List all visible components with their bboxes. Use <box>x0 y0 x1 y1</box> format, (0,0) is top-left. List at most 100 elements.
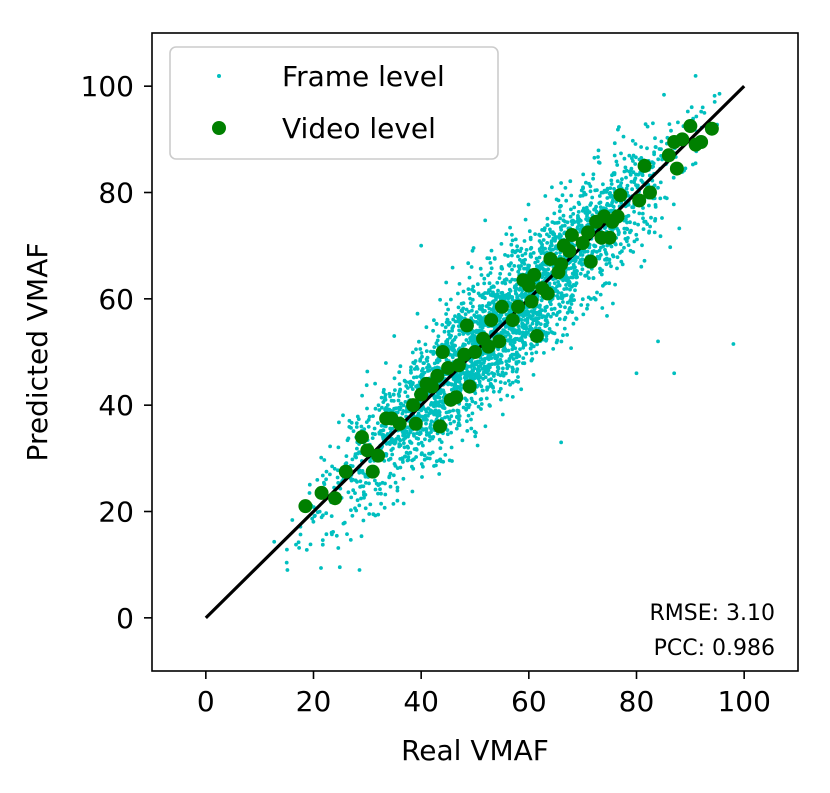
frame-level-point <box>629 179 634 184</box>
frame-level-point <box>530 321 535 326</box>
pcc-annotation: PCC: 0.986 <box>654 636 775 661</box>
frame-level-point <box>640 243 644 248</box>
frame-level-point <box>463 396 467 401</box>
frame-level-point <box>366 424 371 429</box>
frame-level-point <box>562 317 567 322</box>
video-level-point <box>524 294 539 309</box>
frame-level-point <box>313 513 317 518</box>
frame-level-point <box>563 186 568 190</box>
frame-level-point <box>350 513 355 518</box>
frame-level-point <box>471 246 476 250</box>
frame-level-point <box>625 183 630 188</box>
frame-level-point <box>634 155 638 160</box>
frame-level-point <box>427 368 432 373</box>
frame-level-point <box>635 237 639 242</box>
frame-level-point <box>418 430 423 435</box>
frame-level-point <box>480 388 485 393</box>
frame-level-point <box>486 368 491 373</box>
frame-level-point <box>411 466 416 471</box>
frame-level-point <box>631 170 636 175</box>
frame-level-point <box>409 365 413 370</box>
rmse-annotation: RMSE: 3.10 <box>649 601 775 626</box>
frame-level-point <box>402 441 406 445</box>
frame-level-point <box>619 259 624 264</box>
video-level-point <box>642 185 657 200</box>
frame-level-point <box>511 343 516 348</box>
video-level-point <box>414 387 429 402</box>
frame-level-point <box>510 238 515 243</box>
frame-level-point <box>573 283 578 288</box>
frame-level-point <box>470 308 474 313</box>
frame-level-point <box>659 139 664 144</box>
frame-level-point <box>648 224 652 229</box>
frame-level-point <box>623 165 628 170</box>
frame-level-point <box>455 408 460 413</box>
frame-level-point <box>620 177 624 182</box>
frame-level-point <box>424 325 429 330</box>
video-level-point <box>481 339 496 354</box>
video-level-point <box>451 358 466 373</box>
frame-level-point <box>401 476 406 481</box>
frame-level-point <box>422 453 427 458</box>
frame-level-point <box>587 276 591 280</box>
frame-level-point <box>324 477 328 482</box>
frame-level-point <box>559 339 564 344</box>
frame-level-point <box>424 433 429 437</box>
frame-level-point <box>542 226 547 231</box>
frame-level-point <box>548 300 552 304</box>
x-axis-label: Real VMAF <box>401 734 549 767</box>
frame-level-point <box>392 462 397 466</box>
frame-level-point <box>379 491 383 496</box>
frame-level-point <box>637 211 642 216</box>
frame-level-point <box>350 457 355 462</box>
frame-level-point <box>367 481 371 486</box>
frame-level-point <box>540 261 545 266</box>
frame-level-point <box>609 178 614 183</box>
frame-level-point <box>470 297 475 302</box>
frame-level-point <box>618 250 622 255</box>
video-level-point <box>484 313 499 328</box>
frame-level-point <box>355 498 360 503</box>
frame-level-point <box>416 442 421 446</box>
frame-level-point <box>591 276 596 280</box>
video-level-point <box>694 134 709 149</box>
frame-level-point <box>451 324 456 329</box>
frame-level-point <box>551 347 556 351</box>
frame-level-point <box>470 411 475 416</box>
frame-level-point <box>576 226 581 231</box>
video-level-point <box>613 188 628 203</box>
video-level-point <box>360 443 375 458</box>
frame-level-point <box>568 214 573 219</box>
frame-level-point <box>451 348 456 353</box>
frame-level-point <box>424 409 429 414</box>
frame-level-point <box>587 181 591 186</box>
video-level-point <box>457 347 472 362</box>
frame-level-point <box>371 414 375 418</box>
frame-level-point <box>492 285 496 289</box>
frame-level-point <box>598 266 602 271</box>
frame-level-point <box>615 266 619 271</box>
frame-level-point <box>545 241 550 245</box>
frame-level-point <box>489 377 493 382</box>
frame-level-point <box>384 361 388 365</box>
frame-level-point <box>341 413 345 418</box>
frame-level-point <box>507 263 512 268</box>
frame-level-point <box>452 386 456 391</box>
frame-level-point <box>308 542 313 547</box>
frame-level-point <box>397 437 402 442</box>
frame-level-point <box>349 508 353 512</box>
frame-level-point <box>677 226 682 231</box>
frame-level-point <box>393 388 397 392</box>
frame-level-point <box>395 485 400 490</box>
frame-level-point <box>567 280 572 285</box>
frame-level-point <box>319 566 323 570</box>
frame-level-point <box>446 322 451 327</box>
frame-level-point <box>373 478 377 483</box>
frame-level-point <box>440 323 445 327</box>
video-level-points <box>298 119 719 514</box>
frame-level-point <box>544 334 549 338</box>
frame-level-point <box>395 466 400 470</box>
frame-level-point <box>383 481 387 486</box>
frame-level-point <box>567 309 572 313</box>
frame-level-point <box>515 244 519 249</box>
